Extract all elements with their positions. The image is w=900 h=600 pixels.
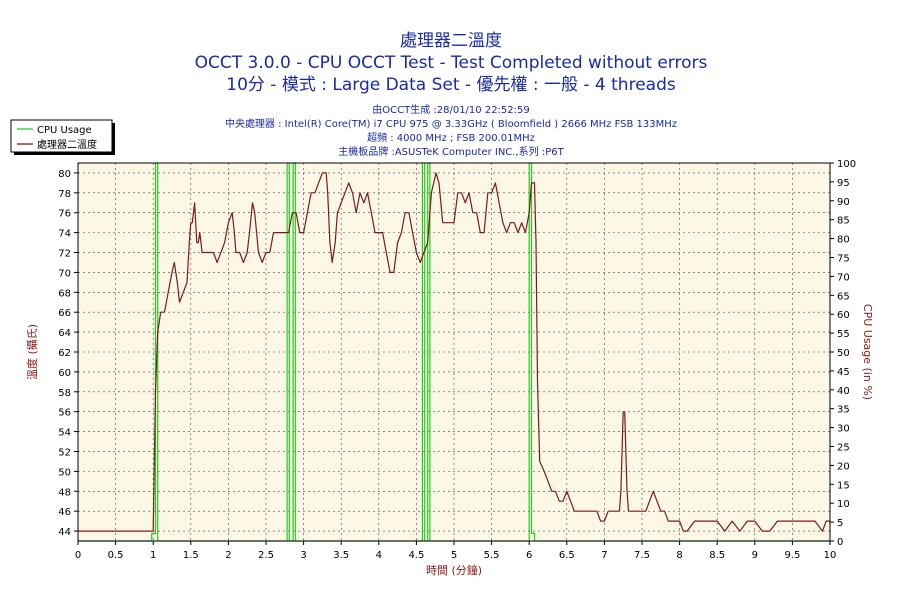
y-left-tick-label: 70 [58, 268, 71, 279]
y-right-tick-label: 90 [837, 197, 850, 208]
y-right-tick-label: 55 [837, 329, 850, 340]
x-tick-label: 0.5 [108, 550, 124, 561]
y-axis-label-right: CPU Usage (in %) [861, 304, 874, 400]
y-right-tick-label: 60 [837, 310, 850, 321]
info-cpu: 中央處理器 : Intel(R) Core(TM) i7 CPU 975 @ 3… [225, 117, 677, 130]
y-left-tick-label: 68 [58, 288, 71, 299]
y-right-tick-label: 85 [837, 216, 850, 227]
x-tick-label: 9 [752, 550, 758, 561]
legend-box [10, 119, 113, 153]
y-left-tick-label: 58 [58, 388, 71, 399]
y-left-tick-label: 56 [58, 408, 71, 419]
y-left-tick-label: 66 [58, 308, 71, 319]
legend: CPU Usage 處理器二溫度 [10, 119, 115, 155]
y-right-tick-label: 75 [837, 254, 850, 265]
x-tick-label: 9.5 [784, 550, 800, 561]
info-overclock: 超頻 : 4000 MHz ; FSB 200.01MHz [367, 131, 535, 144]
y-left-tick-label: 64 [58, 328, 71, 339]
y-right-tick-label: 0 [837, 537, 843, 548]
y-right-tick-label: 50 [837, 348, 850, 359]
series-line-temperature [78, 172, 830, 532]
legend-label-cpu-usage: CPU Usage [37, 125, 92, 136]
y-right-tick-label: 80 [837, 235, 850, 246]
y-left-tick-label: 44 [58, 527, 71, 538]
y-left-tick-label: 80 [58, 169, 71, 180]
y-right-tick-label: 20 [837, 461, 850, 472]
info-motherboard: 主機板品牌 :ASUSTeK Computer INC.,系列 :P6T [338, 145, 564, 158]
y-right-tick-label: 5 [837, 518, 843, 529]
y-right-tick-label: 40 [837, 386, 850, 397]
y-right-tick-label: 15 [837, 480, 850, 491]
grid-lines [78, 163, 830, 541]
y-left-tick-label: 62 [58, 348, 71, 359]
y-axis-label-left: 溫度 (攝氏) [25, 324, 39, 380]
info-generated: 由OCCT生成 :28/01/10 22:52:59 [372, 103, 530, 116]
y-right-tick-label: 35 [837, 405, 850, 416]
x-tick-label: 7.5 [634, 550, 650, 561]
x-tick-label: 7 [601, 550, 607, 561]
x-tick-label: 6 [526, 550, 532, 561]
axis-ticks: 0 0.5 1 1.5 2 2.5 3 3.5 4 4.5 5 5.5 6 6.5 7 7.5 8 8.5 9 9.5… [58, 159, 856, 561]
x-tick-label: 4.5 [408, 550, 424, 561]
x-tick-label: 6.5 [559, 550, 575, 561]
x-tick-label: 0 [75, 550, 81, 561]
y-right-tick-label: 70 [837, 272, 850, 283]
x-axis-label: 時間 (分鐘) [426, 563, 482, 577]
legend-label-temperature: 處理器二溫度 [37, 138, 97, 151]
y-right-tick-label: 30 [837, 424, 850, 435]
x-tick-label: 1.5 [183, 550, 199, 561]
y-right-tick-label: 45 [837, 367, 850, 378]
x-tick-label: 8 [676, 550, 682, 561]
y-right-tick-label: 25 [837, 443, 850, 454]
x-tick-label: 4 [376, 550, 382, 561]
x-tick-label: 5 [451, 550, 457, 561]
y-left-tick-label: 54 [58, 428, 71, 439]
x-tick-label: 2.5 [258, 550, 274, 561]
x-tick-label: 3.5 [333, 550, 349, 561]
x-tick-label: 10 [824, 550, 837, 561]
x-tick-label: 2 [225, 550, 231, 561]
y-left-tick-label: 60 [58, 368, 71, 379]
y-left-tick-label: 52 [58, 447, 71, 458]
y-left-tick-label: 76 [58, 209, 71, 220]
chart-subtitle-test: OCCT 3.0.0 - CPU OCCT Test - Test Comple… [195, 53, 708, 73]
y-right-tick-label: 10 [837, 499, 850, 510]
y-right-tick-label: 100 [837, 159, 856, 170]
chart-title: 處理器二溫度 [400, 31, 502, 51]
y-left-tick-label: 74 [58, 229, 71, 240]
x-tick-label: 3 [300, 550, 306, 561]
y-left-tick-label: 78 [58, 189, 71, 200]
y-right-tick-label: 95 [837, 178, 850, 189]
y-left-tick-label: 72 [58, 249, 71, 260]
y-left-tick-label: 46 [58, 507, 71, 518]
x-tick-label: 5.5 [484, 550, 500, 561]
x-tick-label: 1 [150, 550, 156, 561]
y-left-tick-label: 48 [58, 487, 71, 498]
y-left-tick-label: 50 [58, 467, 71, 478]
chart-subtitle-mode: 10分 - 模式 : Large Data Set - 優先權 : 一般 - 4… [226, 75, 676, 95]
x-tick-label: 8.5 [709, 550, 725, 561]
y-right-tick-label: 65 [837, 291, 850, 302]
